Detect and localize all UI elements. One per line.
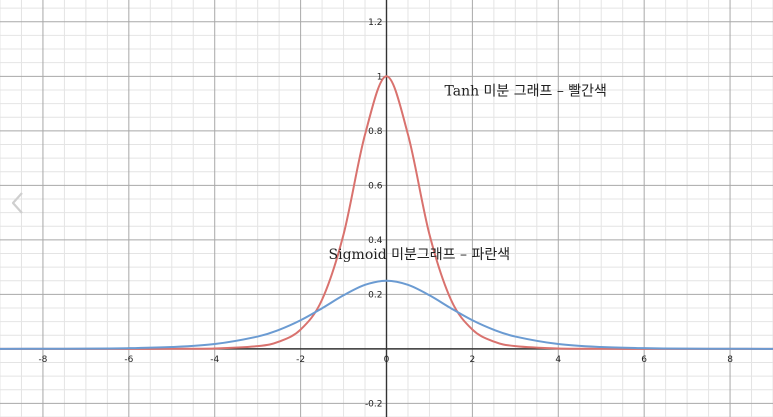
series-line-0 xyxy=(0,75,773,350)
x-tick-label: 8 xyxy=(727,355,733,365)
x-tick-label: 6 xyxy=(641,355,647,365)
x-tick-label: 2 xyxy=(470,355,476,365)
x-tick-label: -2 xyxy=(296,355,305,365)
x-tick-label: 4 xyxy=(555,355,561,365)
series-line-1 xyxy=(0,279,773,350)
sigmoid-annotation: Sigmoid 미분그래프 – 파란색 xyxy=(329,247,511,263)
y-tick-label: 0.2 xyxy=(368,290,382,300)
y-tick-label: 1.2 xyxy=(368,18,382,28)
tick-labels: -8 -6 -4 -2 0 2 4 6 8 -0.2 0.2 0.4 0.6 0.8 1 1.2 xyxy=(38,18,733,410)
chevron-left-icon[interactable] xyxy=(8,190,28,216)
y-tick-label: -0.2 xyxy=(365,399,383,409)
x-tick-label: 0 xyxy=(384,355,390,365)
x-tick-label: -8 xyxy=(38,355,47,365)
y-tick-label: 1 xyxy=(377,72,383,82)
annotations: Tanh 미분 그래프 – 빨간색 Sigmoid 미분그래프 – 파란색 xyxy=(329,83,607,263)
y-tick-label: 0.6 xyxy=(368,181,383,191)
tanh-annotation: Tanh 미분 그래프 – 빨간색 xyxy=(444,83,606,99)
series-layer xyxy=(0,75,773,350)
x-tick-label: -6 xyxy=(124,355,133,365)
x-tick-label: -4 xyxy=(210,355,219,365)
y-tick-label: 0.4 xyxy=(368,236,383,246)
y-tick-label: 0.8 xyxy=(368,127,383,137)
